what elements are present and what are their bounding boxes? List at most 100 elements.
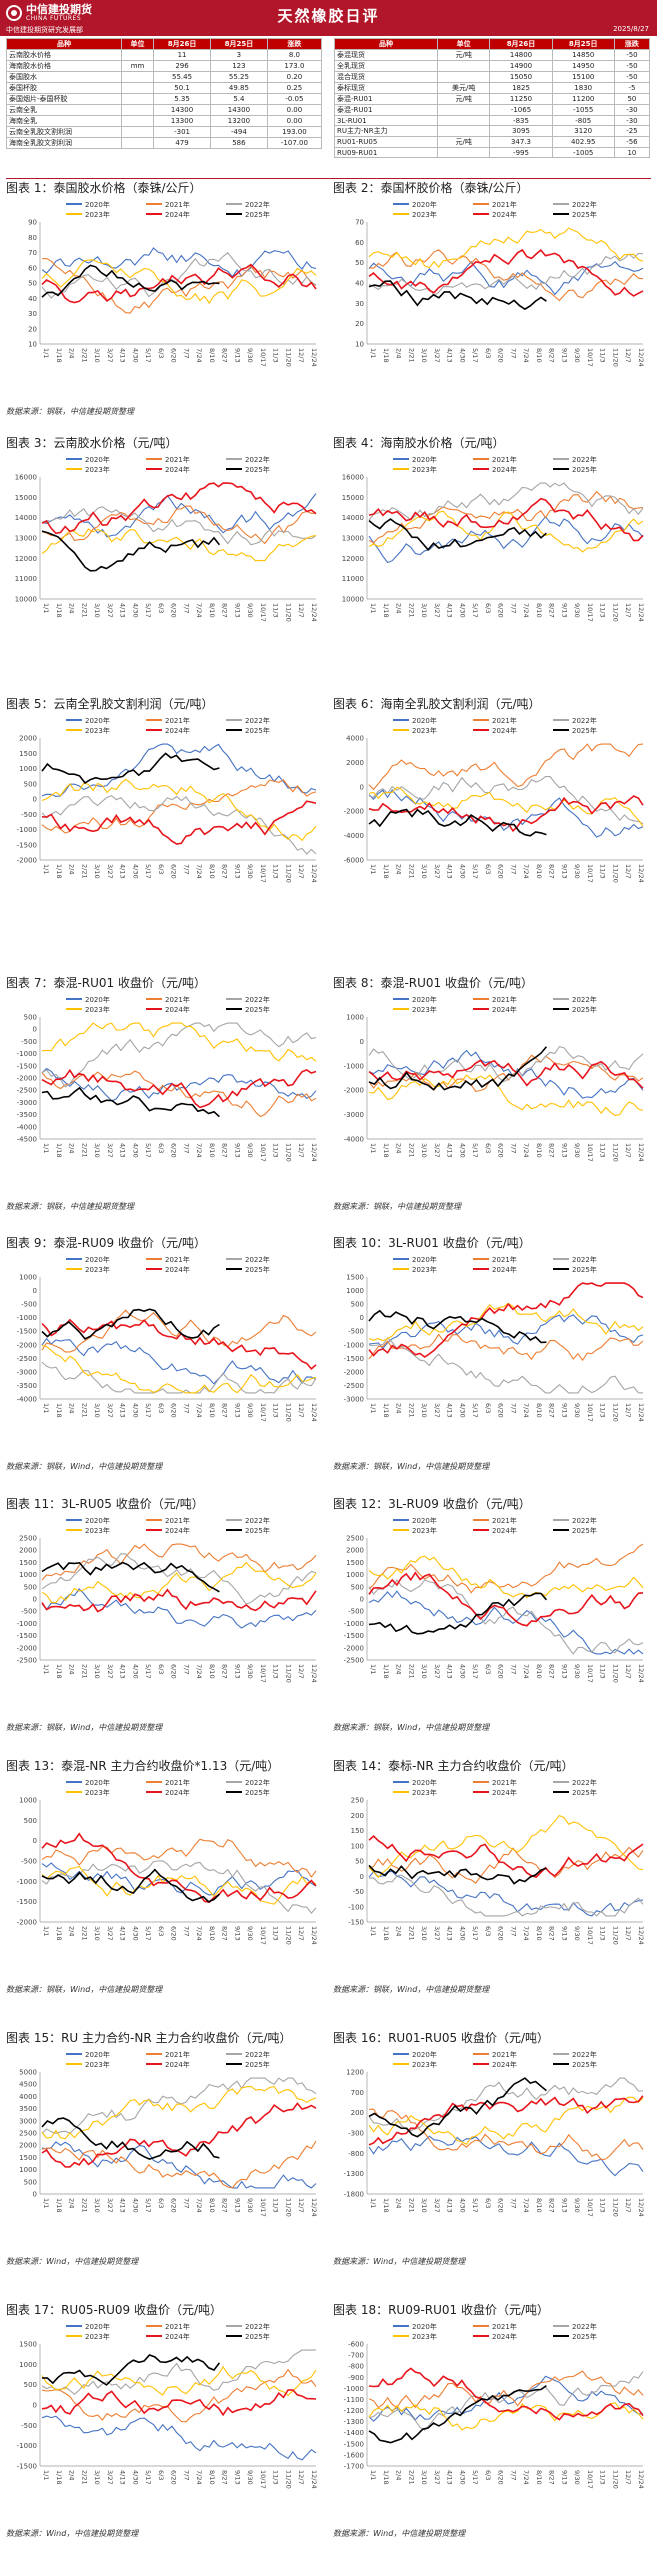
x-tick-label: 4/30 xyxy=(458,864,466,879)
table-cell: -50 xyxy=(613,49,651,61)
series-line xyxy=(41,2117,220,2160)
x-tick-label: 6/3 xyxy=(157,1143,165,1153)
x-tick-label: 3/10 xyxy=(93,864,101,879)
x-tick-label: 6/3 xyxy=(484,1143,492,1153)
x-tick-label: 12/24 xyxy=(637,1926,645,1945)
series-line xyxy=(41,1337,317,1385)
y-tick-label: -1500 xyxy=(17,841,37,849)
x-tick-label: 4/13 xyxy=(119,603,127,618)
table-cell: 173.0 xyxy=(266,60,323,72)
y-tick-label: 40 xyxy=(355,280,364,288)
table-cell xyxy=(436,125,491,137)
legend-label: 2024年 xyxy=(165,1526,190,1535)
x-tick-label: 3/27 xyxy=(106,2198,114,2213)
y-tick-label: 60 xyxy=(28,264,37,272)
legend-label: 2021年 xyxy=(492,995,517,1004)
legend-label: 2022年 xyxy=(572,995,597,1004)
legend-label: 2020年 xyxy=(412,716,437,725)
y-tick-label: -600 xyxy=(348,2341,364,2349)
legend-label: 2020年 xyxy=(85,1778,110,1787)
legend-label: 2020年 xyxy=(85,716,110,725)
x-tick-label: 8/10 xyxy=(208,1926,216,1941)
x-tick-label: 1/1 xyxy=(42,603,50,613)
x-tick-label: 9/13 xyxy=(560,603,568,618)
table-cell: 123 xyxy=(209,60,268,72)
x-tick-label: 9/30 xyxy=(246,2198,254,2213)
series-line xyxy=(368,1314,644,1350)
table-cell: 11200 xyxy=(551,93,615,105)
x-tick-label: 12/24 xyxy=(310,2470,318,2489)
x-tick-label: 11/20 xyxy=(611,603,619,622)
x-tick-label: 2/21 xyxy=(407,1403,415,1418)
legend-label: 2025年 xyxy=(245,1265,270,1274)
y-tick-label: -2000 xyxy=(17,1644,37,1652)
x-tick-label: 11/20 xyxy=(284,603,292,622)
legend-label: 2022年 xyxy=(572,455,597,464)
x-tick-label: 11/3 xyxy=(599,1664,607,1679)
x-tick-label: 11/3 xyxy=(272,1403,280,1418)
x-tick-label: 1/18 xyxy=(55,1143,63,1158)
legend-label: 2021年 xyxy=(165,1778,190,1787)
table-header-cell: 单位 xyxy=(120,38,155,50)
y-tick-label: 0 xyxy=(33,2402,37,2410)
table-row: 云南胶水价格 11 3 8.0 xyxy=(6,49,323,61)
x-tick-label: 3/10 xyxy=(93,1664,101,1679)
figure-panel: 图表 7：泰混-RU01 收盘价（元/吨） 2020年 2021年 2022年 2023… xyxy=(6,975,324,1213)
x-tick-label: 7/7 xyxy=(509,1664,517,1674)
x-tick-label: 8/27 xyxy=(548,2198,556,2213)
figure-source: 数据来源：钢联，Wind，中信建投期货整理 xyxy=(6,1723,163,1732)
chart-svg: 2020年 2021年 2022年 2023年 2024年 2025年 2500 2000 15… xyxy=(344,1516,645,1683)
x-tick-label: 12/24 xyxy=(637,2470,645,2489)
legend-label: 2025年 xyxy=(245,1788,270,1797)
x-tick-label: 12/7 xyxy=(624,1143,632,1158)
series-line xyxy=(41,259,317,305)
x-tick-label: 5/17 xyxy=(471,864,479,879)
x-tick-label: 11/20 xyxy=(611,1664,619,1683)
figure-source: 数据来源：钢联，中信建投期货整理 xyxy=(6,407,134,416)
x-tick-label: 5/17 xyxy=(144,1403,152,1418)
x-tick-label: 9/13 xyxy=(233,603,241,618)
y-tick-label: -1100 xyxy=(344,2396,364,2404)
x-tick-label: 4/13 xyxy=(446,2198,454,2213)
y-tick-label: 13000 xyxy=(15,535,37,543)
x-tick-label: 12/24 xyxy=(637,1403,645,1422)
x-tick-label: 4/30 xyxy=(131,348,139,363)
table-cell: 泰混-RU01 xyxy=(334,93,438,105)
y-tick-label: -500 xyxy=(21,1858,37,1866)
table-cell: 海南全乳 xyxy=(6,115,122,127)
legend-label: 2023年 xyxy=(85,1265,110,1274)
x-tick-label: 11/20 xyxy=(611,2470,619,2489)
x-tick-label: 5/17 xyxy=(144,864,152,879)
x-tick-label: 6/20 xyxy=(497,2198,505,2213)
table-cell: 479 xyxy=(153,137,211,149)
series-line xyxy=(368,795,644,833)
x-tick-label: 4/13 xyxy=(119,1403,127,1418)
series-line xyxy=(368,2077,643,2132)
table-header-cell: 8月25日 xyxy=(209,38,268,50)
x-tick-label: 2/21 xyxy=(407,1664,415,1679)
series-line xyxy=(368,1571,644,1627)
series-line xyxy=(368,808,547,837)
y-tick-label: 1000 xyxy=(19,1571,37,1579)
table-cell: -5 xyxy=(613,82,651,94)
x-tick-label: 9/30 xyxy=(573,348,581,363)
y-tick-label: 1500 xyxy=(19,2341,37,2349)
figure-source: 数据来源：Wind，中信建投期货整理 xyxy=(6,2529,139,2538)
y-tick-label: -2500 xyxy=(344,1382,364,1390)
x-tick-label: 4/30 xyxy=(131,1664,139,1679)
figure-panel: 图表 1：泰国胶水价格（泰铢/公斤） 2020年 2021年 2022年 2023年 20… xyxy=(6,180,324,418)
x-tick-label: 6/3 xyxy=(484,2470,492,2480)
x-tick-label: 8/10 xyxy=(208,864,216,879)
y-tick-label: 90 xyxy=(28,219,37,227)
x-tick-label: 7/7 xyxy=(509,1926,517,1936)
x-tick-label: 4/30 xyxy=(131,1143,139,1158)
y-tick-label: 16000 xyxy=(342,474,364,482)
x-tick-label: 10/17 xyxy=(259,603,267,622)
table-cell xyxy=(120,137,155,149)
x-tick-label: 11/20 xyxy=(611,1143,619,1162)
legend-label: 2024年 xyxy=(492,1526,517,1535)
x-tick-label: 6/3 xyxy=(484,348,492,358)
x-tick-label: 2/21 xyxy=(80,2470,88,2485)
y-tick-label: 500 xyxy=(24,1817,37,1825)
legend-label: 2025年 xyxy=(572,1265,597,1274)
